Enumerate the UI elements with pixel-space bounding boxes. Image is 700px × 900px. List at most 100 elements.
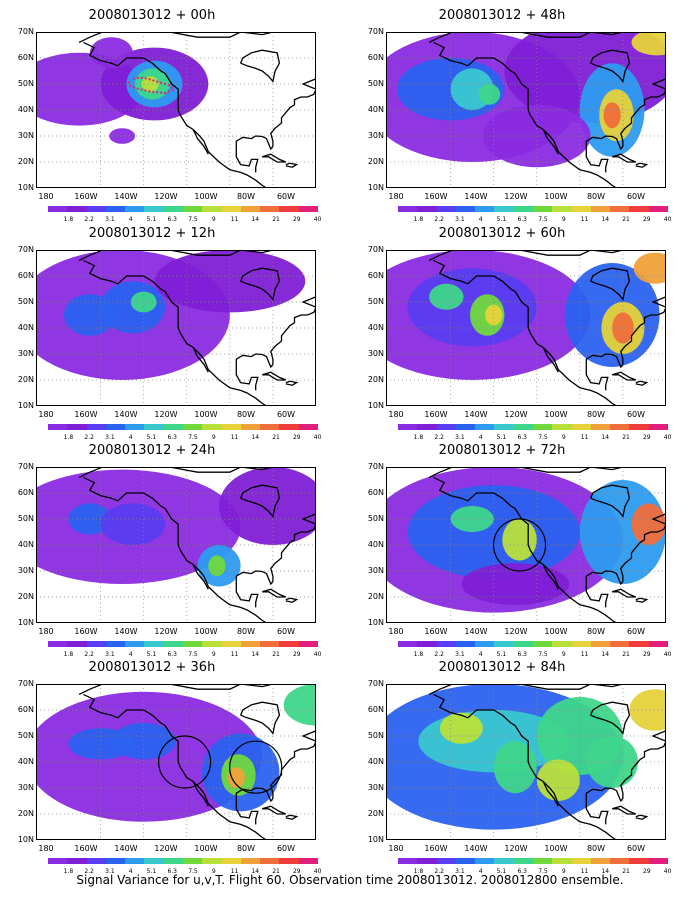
lat-tick-label: 50N [367,514,384,523]
variance-contour [111,723,176,760]
colorbar-label: 3.1 [105,651,115,658]
variance-contour [629,689,666,731]
colorbar-label: 9 [211,868,216,875]
coastline [192,564,209,590]
lat-tick-label: 70N [17,27,34,36]
colorbar-swatch [202,424,222,430]
coastline [590,267,631,301]
colorbar-label: 6.3 [517,868,527,875]
lat-tick-label: 60N [367,488,384,497]
lat-tick-label: 40N [367,757,384,766]
coastline [240,49,281,83]
colorbar-label: 14 [251,434,260,441]
lon-tick-label: 160W [424,410,448,419]
colorbar-label: 7.5 [538,651,548,658]
coastline [235,296,316,369]
colorbar-swatch [86,206,106,212]
colorbar-swatch [629,858,649,864]
colorbar-label: 5.1 [496,868,507,875]
colorbar-swatch [67,206,87,212]
colorbar-label: 40 [313,868,322,875]
lon-tick-label: 100W [544,410,568,419]
colorbar-swatch [298,424,318,430]
colorbar-swatch [221,206,241,212]
target-circle [158,735,212,789]
colorbar-swatch [436,206,456,212]
colorbar-label: 14 [601,868,610,875]
colorbar-swatch [532,858,553,864]
lon-tick-label: 160W [74,844,98,853]
lon-tick-label: 180 [388,844,404,853]
coastline [192,347,209,373]
colorbar-label: 11 [580,216,589,223]
panel-title: 2008013012 + 72h [438,443,566,458]
colorbar-label: 4 [478,434,483,441]
coastline [285,597,299,603]
colorbar-swatch [648,641,668,647]
lat-tick-label: 10N [367,835,384,844]
colorbar-swatch [125,858,145,864]
colorbar-swatch [610,424,630,430]
colorbar-label: 5.1 [146,868,157,875]
colorbar-swatch [571,858,591,864]
target-circle [492,518,547,572]
colorbar-swatch [221,424,241,430]
colorbar-swatch [48,424,68,430]
colorbar-swatch [86,641,106,647]
figure-caption: Signal Variance for u,v,T. Flight 60. Ob… [76,873,624,887]
colorbar-label: 7.5 [538,434,548,441]
map-panel-p00: 2008013012 + 00h 70N 60N 50N 40N 30N 20N 10N 180… [12,8,322,226]
lat-tick-label: 50N [17,514,34,523]
colorbar-swatch [182,641,203,647]
lat-tick-label: 20N [17,592,34,601]
colorbar-label: 29 [642,434,651,441]
coastline [235,513,316,586]
coastline [635,814,649,820]
map-panel-p24: 2008013012 + 24h 70N 60N 50N 40N 30N 20N 10N 180… [12,443,322,661]
lat-tick-label: 10N [367,401,384,410]
lat-tick-label: 30N [367,566,384,575]
colorbar-label: 5.1 [146,434,157,441]
colorbar-swatch [436,424,456,430]
colorbar-labels: 1.8 2.2 3.1 4 5.1 6.3 7.5 9 11 14 21 29 40 [58,434,328,442]
lon-tick-label: 140W [464,627,488,636]
colorbar-swatch [240,424,261,430]
colorbar-swatch [610,858,630,864]
variance-contour [439,712,483,744]
colorbar-swatch [648,206,668,212]
lat-tick-label: 10N [17,835,34,844]
lat-tick-label: 70N [367,462,384,471]
coastline [585,78,666,151]
lat-tick-label: 70N [367,27,384,36]
colorbar-labels: 1.8 2.2 3.1 4 5.1 6.3 7.5 9 11 14 21 29 40 [58,216,328,224]
colorbar-swatch [552,641,572,647]
lat-tick-label: 40N [17,323,34,332]
lon-tick-label: 140W [464,844,488,853]
lon-tick-label: 140W [464,410,488,419]
colorbar-label: 3.1 [105,434,115,441]
colorbar-swatch [260,641,280,647]
coastline [262,588,287,598]
variance-contour [219,467,316,545]
lat-tick-label: 70N [17,245,34,254]
colorbar-label: 1.8 [63,651,74,658]
lon-tick-label: 180 [38,627,54,636]
colorbar-label: 29 [292,651,301,658]
colorbar-label: 2.2 [434,216,444,223]
colorbar-label: 3.1 [105,868,115,875]
coastline [612,153,637,163]
coastline [240,267,281,301]
colorbar-label: 4 [128,216,133,223]
lat-tick-label: 30N [17,131,34,140]
lon-tick-label: 100W [194,627,218,636]
lat-tick-label: 60N [367,271,384,280]
lon-tick-label: 60W [276,410,296,419]
colorbar-label: 9 [211,216,216,223]
colorbar-label: 6.3 [517,216,527,223]
lon-tick-label: 160W [74,192,98,201]
coastline [78,250,284,261]
lat-tick-label: 30N [17,349,34,358]
colorbar-swatch [571,206,591,212]
lon-tick-label: 100W [194,844,218,853]
coastline [428,32,634,43]
